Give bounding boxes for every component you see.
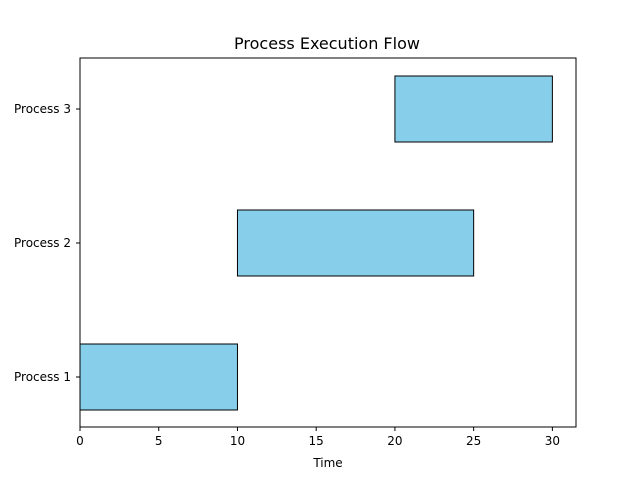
y-tick-label: Process 3 (14, 102, 71, 116)
x-tick-label: 15 (309, 434, 324, 448)
x-tick-label: 25 (466, 434, 481, 448)
gantt-bar-1 (79, 343, 238, 411)
plot-area (79, 57, 577, 428)
x-tick-label: 5 (155, 434, 163, 448)
x-tick-label: 30 (545, 434, 560, 448)
x-tick-label: 10 (230, 434, 245, 448)
y-tick-label: Process 2 (14, 236, 71, 250)
gantt-bar-3 (394, 75, 553, 143)
y-axis: Process 1 Process 2 Process 3 (14, 102, 80, 384)
x-tick-label: 20 (387, 434, 402, 448)
x-tick-label: 0 (76, 434, 84, 448)
chart-title: Process Execution Flow (234, 34, 420, 53)
gantt-bar-2 (236, 209, 475, 277)
x-axis: 0 5 10 15 20 25 30 (76, 427, 560, 448)
x-axis-label: Time (312, 456, 342, 470)
bar-group (79, 75, 553, 411)
y-tick-label: Process 1 (14, 370, 71, 384)
